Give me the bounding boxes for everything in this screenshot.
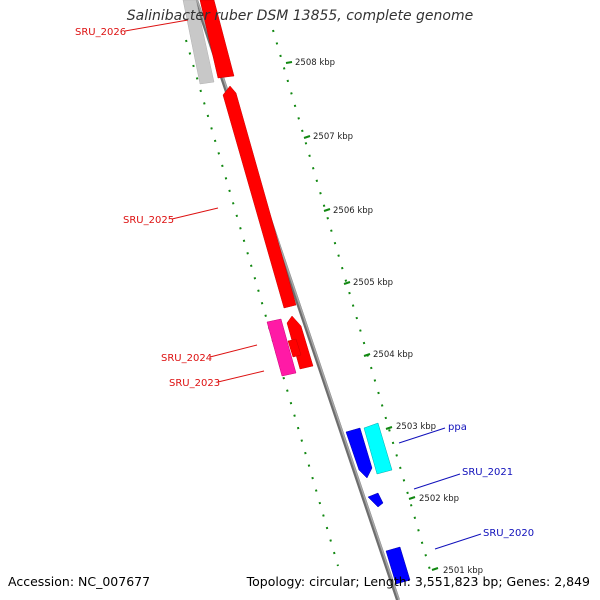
- ruler-tick: [323, 208, 331, 212]
- accession-label: Accession: NC_007677: [8, 574, 151, 589]
- gene-features: [182, 0, 411, 585]
- gene-label-sru-2020: SRU_2020: [483, 528, 534, 539]
- gene-label-sru-2025: SRU_2025: [123, 215, 174, 226]
- ruler-label: 2501 kbp: [443, 566, 483, 576]
- leader-line: [124, 19, 189, 32]
- gene-feature-sru-2025: [222, 85, 297, 309]
- genome-summary: Topology: circular; Length: 3,551,823 bp…: [246, 574, 590, 589]
- gene-feature-sru-2021: [367, 492, 384, 508]
- gene-feature-sru-2024: [266, 318, 297, 377]
- ruler-label: 2504 kbp: [373, 350, 413, 360]
- ruler-tick: [303, 135, 311, 139]
- ruler-label: 2507 kbp: [313, 132, 353, 142]
- ruler-tick: [363, 353, 371, 357]
- gene-feature-cyan: [363, 422, 393, 475]
- map-title: Salinibacter ruber DSM 13855, complete g…: [126, 8, 474, 24]
- ruler: 2508 kbp 2507 kbp 2506 kbp 2505 kbp 2504…: [285, 58, 483, 576]
- ruler-label: 2502 kbp: [419, 494, 459, 504]
- genome-backbone: [194, 0, 400, 600]
- leader-line: [413, 473, 461, 490]
- leader-line: [209, 344, 258, 358]
- outer-dotted-track: [272, 29, 431, 571]
- gene-feature-sru-2023: [286, 315, 314, 370]
- leader-line: [217, 370, 265, 383]
- ruler-label: 2508 kbp: [295, 58, 335, 68]
- ruler-tick: [285, 61, 293, 64]
- gene-feature-sru-2026: [199, 0, 235, 79]
- gene-feature-grey: [182, 0, 215, 85]
- gene-feature-sru-2020: [385, 546, 411, 585]
- ruler-tick: [408, 496, 416, 500]
- ruler-label: 2505 kbp: [353, 278, 393, 288]
- ruler-tick: [385, 426, 393, 430]
- gene-label-sru-2021: SRU_2021: [462, 467, 513, 478]
- gene-feature-ppa: [345, 427, 373, 479]
- ruler-label: 2506 kbp: [333, 206, 373, 216]
- gene-labels: SRU_2026 SRU_2025 SRU_2024 SRU_2023 ppa …: [75, 19, 534, 550]
- leader-line: [171, 207, 219, 220]
- gene-label-ppa: ppa: [448, 422, 467, 433]
- leader-line: [398, 427, 446, 444]
- ruler-label: 2503 kbp: [396, 422, 436, 432]
- ruler-tick: [431, 567, 439, 571]
- inner-dotted-track: [185, 39, 339, 567]
- ruler-tick: [343, 281, 351, 285]
- gene-feature-sru-2023-fragment: [287, 338, 302, 358]
- gene-label-sru-2023: SRU_2023: [169, 378, 220, 389]
- leader-line: [434, 533, 482, 550]
- gene-label-sru-2026: SRU_2026: [75, 27, 126, 38]
- gene-label-sru-2024: SRU_2024: [161, 353, 212, 364]
